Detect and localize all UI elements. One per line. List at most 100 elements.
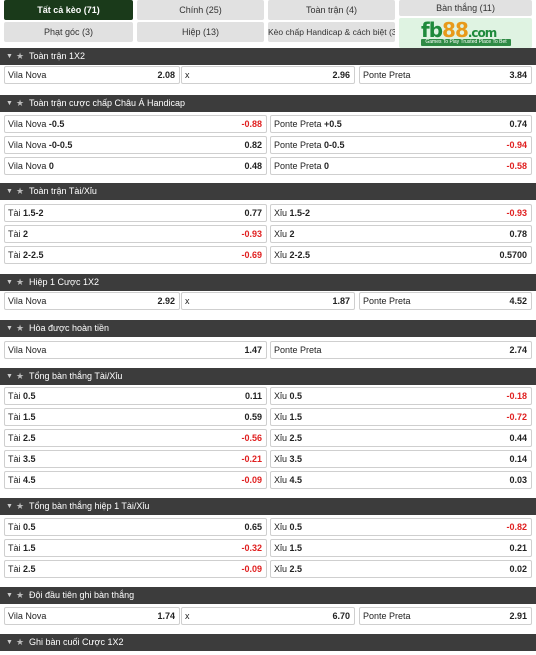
favorite-star-icon[interactable]: ★ (16, 590, 25, 600)
odds-value: 0.14 (509, 454, 527, 464)
odds-cell[interactable]: Vila Nova 0 0.48 (4, 157, 267, 175)
odds-cell[interactable]: Xỉu 2.5 0.44 (270, 429, 532, 447)
collapse-caret-icon[interactable]: ▼ (6, 53, 13, 60)
odds-cell[interactable]: Tài 2 -0.93 (4, 225, 267, 243)
selection-label: Ponte Preta 0 (274, 158, 329, 174)
odds-cell[interactable]: Tài 2.5 -0.09 (4, 560, 267, 578)
market-header[interactable]: ▼ ★ Tổng bàn thắng hiệp 1 Tài/Xỉu (0, 498, 536, 515)
odds-value: 0.5700 (499, 250, 527, 260)
collapse-caret-icon[interactable]: ▼ (6, 639, 13, 646)
collapse-caret-icon[interactable]: ▼ (6, 592, 13, 599)
collapse-caret-icon[interactable]: ▼ (6, 503, 13, 510)
selection-label: Vila Nova -0.5 (8, 116, 64, 132)
selection-label: Xỉu 0.5 (274, 519, 302, 535)
selection-label: Tài 1.5 (8, 409, 36, 425)
odds-cell[interactable]: Xỉu 1.5 0.21 (270, 539, 532, 557)
market-header[interactable]: ▼ ★ Toàn trận Tài/Xỉu (0, 183, 536, 200)
odds-value: -0.09 (241, 475, 262, 485)
odds-value: 1.47 (244, 345, 262, 355)
tab-full-match[interactable]: Toàn trận (4) (268, 0, 395, 20)
odds-cell[interactable]: x 1.87 (181, 292, 355, 310)
favorite-star-icon[interactable]: ★ (16, 51, 25, 61)
odds-cell[interactable]: Ponte Preta 2.74 (270, 341, 532, 359)
odds-cell[interactable]: Tài 0.5 0.11 (4, 387, 267, 405)
odds-cell[interactable]: Xỉu 2-2.5 0.5700 (270, 246, 532, 264)
odds-cell[interactable]: Xỉu 0.5 -0.18 (270, 387, 532, 405)
odds-cell[interactable]: Xỉu 1.5-2 -0.93 (270, 204, 532, 222)
market-header[interactable]: ▼ ★ Hòa được hoàn tiền (0, 320, 536, 337)
selection-name: Tài (8, 454, 21, 464)
odds-cell[interactable]: Tài 1.5-2 0.77 (4, 204, 267, 222)
odds-cell[interactable]: Vila Nova 2.08 (4, 66, 180, 84)
market-title: Tổng bàn thắng Tài/Xỉu (29, 371, 123, 381)
handicap-line: 3.5 (289, 454, 303, 464)
market-header[interactable]: ▼ ★ Hiệp 1 Cược 1X2 (0, 274, 536, 291)
odds-value: 2.91 (509, 611, 527, 621)
collapse-caret-icon[interactable]: ▼ (6, 188, 13, 195)
odds-cell[interactable]: Xỉu 0.5 -0.82 (270, 518, 532, 536)
odds-cell[interactable]: Vila Nova 2.92 (4, 292, 180, 310)
odds-value: 0.78 (509, 229, 527, 239)
odds-cell[interactable]: Tài 1.5 0.59 (4, 408, 267, 426)
tab-handicap-margin[interactable]: Kèo chấp Handicap & cách biệt (3) (268, 22, 395, 42)
odds-value: -0.88 (241, 119, 262, 129)
favorite-star-icon[interactable]: ★ (16, 323, 25, 333)
odds-cell[interactable]: Tài 0.5 0.65 (4, 518, 267, 536)
collapse-caret-icon[interactable]: ▼ (6, 100, 13, 107)
odds-cell[interactable]: Tài 2.5 -0.56 (4, 429, 267, 447)
odds-cell[interactable]: Ponte Preta 0 -0.58 (270, 157, 532, 175)
tab-goals[interactable]: Bàn thắng (11) (399, 0, 532, 16)
collapse-caret-icon[interactable]: ▼ (6, 279, 13, 286)
market-header[interactable]: ▼ ★ Ghi bàn cuối Cược 1X2 (0, 634, 536, 651)
odds-cell[interactable]: Ponte Preta +0.5 0.74 (270, 115, 532, 133)
odds-cell[interactable]: x 2.96 (181, 66, 355, 84)
odds-cell[interactable]: Vila Nova 1.74 (4, 607, 180, 625)
odds-value: -0.58 (506, 161, 527, 171)
odds-cell[interactable]: Tài 2-2.5 -0.69 (4, 246, 267, 264)
handicap-line: 1.5 (23, 543, 36, 553)
selection-name: Xỉu (274, 433, 288, 443)
odds-cell[interactable]: Xỉu 2 0.78 (270, 225, 532, 243)
odds-cell[interactable]: Xỉu 4.5 0.03 (270, 471, 532, 489)
odds-cell[interactable]: Ponte Preta 0-0.5 -0.94 (270, 136, 532, 154)
handicap-line: 0.5 (289, 391, 303, 401)
odds-cell[interactable]: Vila Nova -0.5 -0.88 (4, 115, 267, 133)
odds-cell[interactable]: Xỉu 2.5 0.02 (270, 560, 532, 578)
odds-value: -0.93 (506, 208, 527, 218)
odds-cell[interactable]: Tài 1.5 -0.32 (4, 539, 267, 557)
market-title: Tổng bàn thắng hiệp 1 Tài/Xỉu (29, 501, 150, 511)
favorite-star-icon[interactable]: ★ (16, 501, 25, 511)
odds-cell[interactable]: Vila Nova 1.47 (4, 341, 267, 359)
favorite-star-icon[interactable]: ★ (16, 371, 25, 381)
selection-label: Tài 0.5 (8, 388, 36, 404)
selection-name: Tài (8, 564, 21, 574)
collapse-caret-icon[interactable]: ▼ (6, 325, 13, 332)
market-header[interactable]: ▼ ★ Toàn trận 1X2 (0, 48, 536, 65)
market-header[interactable]: ▼ ★ Tổng bàn thắng Tài/Xỉu (0, 368, 536, 385)
selection-name: Tài (8, 208, 21, 218)
favorite-star-icon[interactable]: ★ (16, 98, 25, 108)
odds-cell[interactable]: Vila Nova -0-0.5 0.82 (4, 136, 267, 154)
favorite-star-icon[interactable]: ★ (16, 186, 25, 196)
odds-cell[interactable]: Tài 4.5 -0.09 (4, 471, 267, 489)
odds-value: 4.52 (509, 296, 527, 306)
odds-cell[interactable]: Tài 3.5 -0.21 (4, 450, 267, 468)
market-header[interactable]: ▼ ★ Đội đầu tiên ghi bàn thắng (0, 587, 536, 604)
tab-main[interactable]: Chính (25) (137, 0, 264, 20)
odds-cell[interactable]: Xỉu 1.5 -0.72 (270, 408, 532, 426)
selection-name: x (185, 70, 190, 80)
fb88-logo[interactable]: fb88.com Games To Play Trusted Place To … (399, 18, 532, 48)
odds-cell[interactable]: Ponte Preta 2.91 (359, 607, 532, 625)
tab-all-markets[interactable]: Tất cả kèo (71) (4, 0, 133, 20)
tab-halves[interactable]: Hiệp (13) (137, 22, 264, 42)
odds-cell[interactable]: x 6.70 (181, 607, 355, 625)
selection-label: Vila Nova (8, 608, 46, 624)
collapse-caret-icon[interactable]: ▼ (6, 373, 13, 380)
odds-cell[interactable]: Ponte Preta 4.52 (359, 292, 532, 310)
favorite-star-icon[interactable]: ★ (16, 277, 25, 287)
tab-corners[interactable]: Phạt góc (3) (4, 22, 133, 42)
odds-cell[interactable]: Ponte Preta 3.84 (359, 66, 532, 84)
market-header[interactable]: ▼ ★ Toàn trận cược chấp Châu Á Handicap (0, 95, 536, 112)
favorite-star-icon[interactable]: ★ (16, 637, 25, 647)
odds-cell[interactable]: Xỉu 3.5 0.14 (270, 450, 532, 468)
